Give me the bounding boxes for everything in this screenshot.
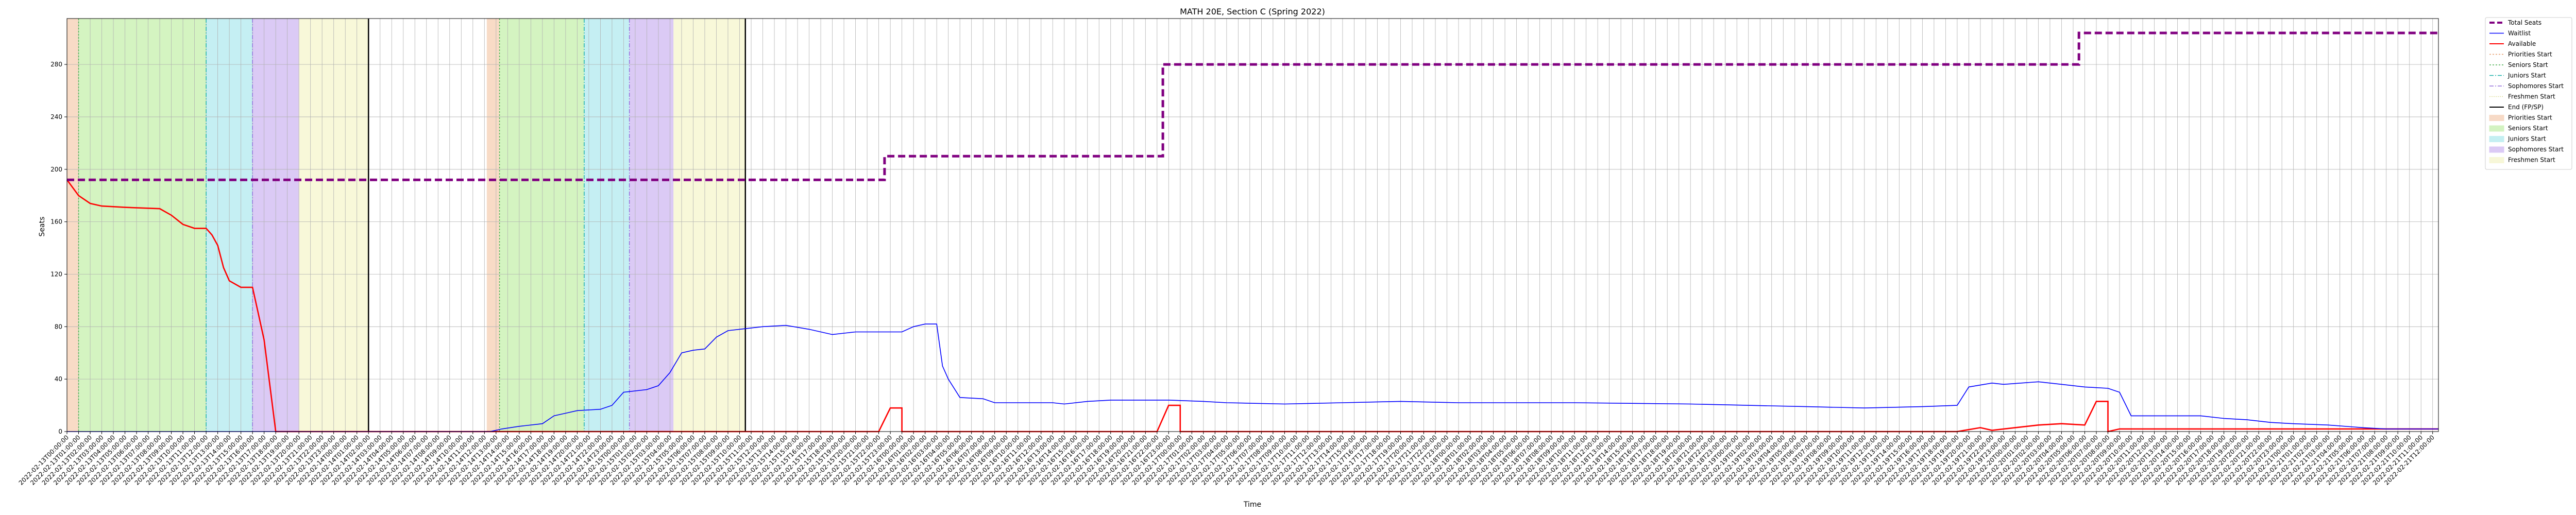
legend-entry: Available bbox=[2489, 40, 2536, 47]
phase-span-freshmen bbox=[673, 19, 745, 432]
legend-swatch bbox=[2489, 115, 2504, 121]
y-tick-label: 120 bbox=[50, 270, 62, 278]
plot-area: 040801201602002402802022-02-13T00:00:002… bbox=[18, 18, 2439, 487]
legend-label: Available bbox=[2508, 40, 2536, 47]
legend-label: End (FP/SP) bbox=[2508, 104, 2544, 111]
legend-label: Freshmen Start bbox=[2508, 93, 2555, 100]
legend-entry: Juniors Start bbox=[2489, 135, 2546, 143]
legend-entry: Seniors Start bbox=[2489, 61, 2548, 68]
legend-entry: Freshmen Start bbox=[2489, 157, 2555, 164]
phase-span-seniors bbox=[499, 19, 584, 432]
legend-entry: Priorities Start bbox=[2489, 114, 2552, 122]
legend-label: Juniors Start bbox=[2507, 72, 2546, 79]
phase-span-seniors bbox=[78, 19, 207, 432]
phase-span-sophomores bbox=[629, 19, 674, 432]
chart-title: MATH 20E, Section C (Spring 2022) bbox=[1180, 7, 1325, 16]
axes-frame bbox=[66, 18, 2439, 432]
legend-label: Seniors Start bbox=[2508, 125, 2548, 132]
legend-label: Juniors Start bbox=[2507, 135, 2546, 143]
legend-entry: Priorities Start bbox=[2489, 51, 2552, 58]
legend-label: Priorities Start bbox=[2508, 114, 2552, 122]
legend-swatch bbox=[2489, 146, 2504, 153]
legend-label: Priorities Start bbox=[2508, 51, 2552, 58]
legend-entry: Juniors Start bbox=[2489, 72, 2546, 79]
legend-label: Total Seats bbox=[2507, 19, 2541, 26]
legend-swatch bbox=[2489, 125, 2504, 132]
series-total-seats bbox=[67, 31, 2438, 181]
y-tick-label: 160 bbox=[50, 218, 62, 226]
plot-background bbox=[67, 19, 2438, 432]
legend-label: Seniors Start bbox=[2508, 61, 2548, 68]
y-tick-label: 0 bbox=[58, 428, 62, 435]
legend-entry: Seniors Start bbox=[2489, 125, 2548, 132]
y-tick-label: 200 bbox=[50, 166, 62, 173]
legend-label: Waitlist bbox=[2508, 30, 2531, 37]
series-waitlist bbox=[67, 323, 2438, 432]
legend-entry: Sophomores Start bbox=[2489, 82, 2564, 90]
y-tick-label: 280 bbox=[50, 61, 62, 68]
y-tick-label: 240 bbox=[50, 113, 62, 121]
legend-frame bbox=[2485, 17, 2572, 170]
legend-entry: End (FP/SP) bbox=[2489, 104, 2544, 111]
legend-label: Sophomores Start bbox=[2508, 146, 2564, 153]
legend-swatch bbox=[2489, 157, 2504, 163]
legend-entry: Sophomores Start bbox=[2489, 146, 2564, 153]
legend-entry: Freshmen Start bbox=[2489, 93, 2555, 100]
x-axis-label: Time bbox=[1243, 501, 1261, 509]
legend-label: Sophomores Start bbox=[2508, 82, 2564, 90]
legend-swatch bbox=[2489, 136, 2504, 142]
legend: Total Seats Waitlist Available Priorities S… bbox=[2485, 17, 2572, 170]
phase-span-juniors bbox=[584, 19, 630, 432]
legend-entry: Waitlist bbox=[2489, 30, 2531, 37]
legend-entry: Total Seats bbox=[2489, 19, 2541, 26]
y-tick-label: 40 bbox=[55, 375, 62, 383]
legend-label: Freshmen Start bbox=[2508, 157, 2555, 164]
phase-span-priorities bbox=[67, 19, 79, 432]
phase-span-priorities bbox=[486, 19, 500, 432]
y-tick-label: 80 bbox=[55, 323, 62, 330]
y-axis-label: Seats bbox=[38, 217, 46, 237]
